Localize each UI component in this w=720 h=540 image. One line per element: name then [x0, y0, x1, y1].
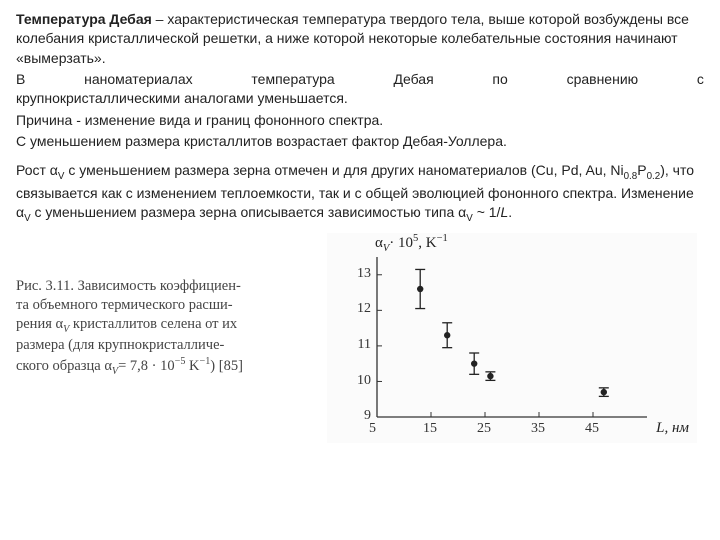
figure-caption: Рис. 3.11. Зависимость коэффициен- та об… — [16, 233, 321, 378]
x-tick-label: 15 — [423, 421, 437, 437]
x-tick-label: 45 — [585, 421, 599, 437]
p2-w6: сравнению — [567, 70, 639, 89]
chart-svg — [327, 233, 697, 443]
yt-c: , K — [418, 235, 436, 251]
p5-e: с уменьшением размера зерна описывается … — [31, 204, 467, 220]
cap-line-2: та объемного термического расши- — [16, 296, 321, 315]
y-axis-title: αV· 105, K−1 — [375, 233, 448, 254]
cap5sp: −5 — [175, 356, 186, 367]
cap3a: рения α — [16, 316, 63, 332]
page: Температура Дебая – характеристическая т… — [0, 0, 720, 451]
y-tick-label: 9 — [364, 408, 371, 424]
p5-c: P — [637, 162, 646, 178]
p2-w2: наноматериалах — [84, 70, 193, 89]
figure-row: Рис. 3.11. Зависимость коэффициен- та об… — [16, 233, 704, 443]
cap3b: кристаллитов селена от их — [69, 316, 237, 332]
y-tick-label: 12 — [357, 301, 371, 317]
p5-f: ~ 1/ — [473, 204, 501, 220]
paragraph-5: Рост αV с уменьшением размера зерна отме… — [16, 161, 704, 225]
p5-s3: 0.2 — [647, 171, 661, 182]
cap-line-4: размера (для крупнокристалличе- — [16, 336, 321, 355]
p2-w1: В — [16, 70, 25, 89]
cap-line-3: рения αV кристаллитов селена от их — [16, 315, 321, 336]
p5-a: Рост α — [16, 162, 58, 178]
p5-b: с уменьшением размера зерна отмечен и дл… — [64, 162, 623, 178]
cap5sp2: −1 — [200, 356, 211, 367]
x-tick-label: 25 — [477, 421, 491, 437]
term-bold: Температура Дебая — [16, 11, 152, 27]
yt-a: α — [375, 235, 383, 251]
p5-h: . — [508, 204, 512, 220]
cap5d: ) [85] — [210, 358, 243, 374]
p2-w7: с — [697, 70, 704, 89]
p2-w5: по — [492, 70, 507, 89]
cap-line-1: Рис. 3.11. Зависимость коэффициен- — [16, 277, 321, 296]
yt-sp2: −1 — [437, 233, 448, 244]
p5-s2: 0.8 — [624, 171, 638, 182]
x-tick-label: 35 — [531, 421, 545, 437]
y-tick-label: 11 — [358, 337, 371, 353]
cap5b: = 7,8 · 10 — [118, 358, 175, 374]
cap-line-5: ского образца αV= 7,8 · 10−5 K−1) [85] — [16, 355, 321, 378]
y-tick-label: 10 — [357, 373, 371, 389]
cap5a: ского образца α — [16, 358, 112, 374]
yt-b: · 10 — [389, 235, 413, 251]
p2-w3: температура — [251, 70, 334, 89]
xt: L, нм — [656, 420, 689, 436]
x-axis-title: L, нм — [656, 420, 689, 437]
y-tick-label: 13 — [357, 266, 371, 282]
paragraph-4: С уменьшением размера кристаллитов возра… — [16, 132, 704, 151]
p2-line2: крупнокристаллическими аналогами уменьша… — [16, 90, 348, 106]
paragraph-2: В наноматериалах температура Дебая по ср… — [16, 70, 704, 109]
cap5c: K — [185, 358, 199, 374]
paragraph-3: Причина - изменение вида и границ фононн… — [16, 111, 704, 130]
p2-w4: Дебая — [393, 70, 433, 89]
scatter-chart: αV· 105, K−1 L, нм 515253545910111213 — [327, 233, 697, 443]
paragraph-1: Температура Дебая – характеристическая т… — [16, 10, 704, 68]
